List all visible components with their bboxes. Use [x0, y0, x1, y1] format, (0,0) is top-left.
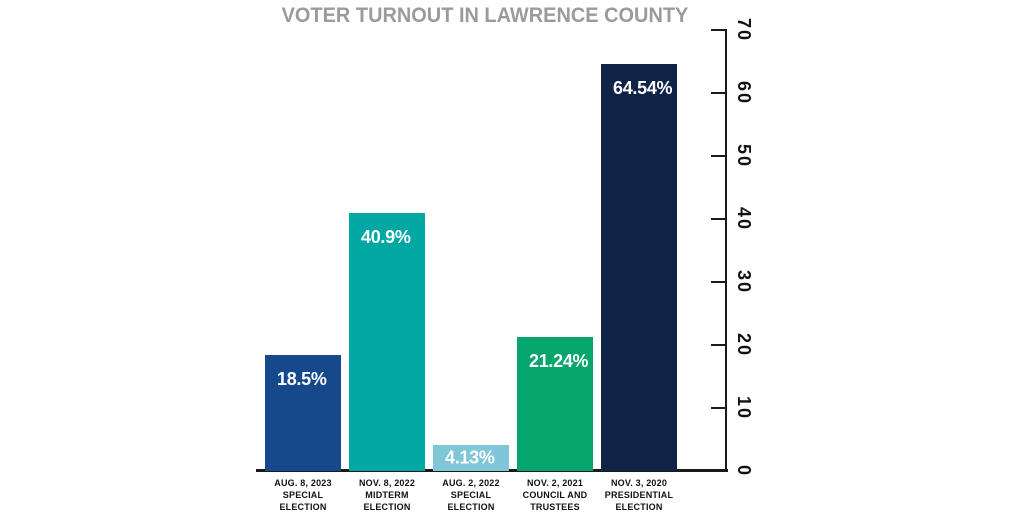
category-line: ELECTION: [279, 502, 327, 512]
y-axis-tick: [711, 344, 726, 346]
y-axis-tick-label: 0: [734, 464, 754, 478]
y-axis-tick: [711, 281, 726, 283]
category-line: TRUSTEES: [530, 502, 580, 512]
bar-value-label: 4.13%: [445, 447, 495, 468]
y-axis-tick-label: 50: [734, 143, 754, 169]
bar-group-nov-2-2021: 21.24% NOV. 2, 2021 COUNCIL AND TRUSTEES: [517, 0, 593, 522]
category-line: ELECTION: [615, 502, 663, 512]
bar-value-label: 21.24%: [529, 351, 589, 372]
category-line: AUG. 8, 2023: [274, 478, 332, 488]
category-line: COUNCIL AND: [522, 490, 588, 500]
y-axis-tick: [711, 155, 726, 157]
category-label-nov-2-2021: NOV. 2, 2021 COUNCIL AND TRUSTEES: [499, 477, 611, 513]
bar-group-nov-8-2022: 40.9% NOV. 8, 2022 MIDTERM ELECTION: [349, 0, 425, 522]
category-line: NOV. 2, 2021: [526, 478, 584, 488]
bar-nov-2-2021-council: 21.24%: [517, 337, 593, 471]
y-axis-tick-label: 10: [734, 395, 754, 421]
category-line: NOV. 8, 2022: [358, 478, 416, 488]
y-axis-line: [725, 29, 727, 472]
y-axis-tick-label: 20: [734, 332, 754, 358]
bar-value-label: 18.5%: [277, 368, 327, 389]
y-axis-tick: [711, 218, 726, 220]
category-label-nov-8-2022: NOV. 8, 2022 MIDTERM ELECTION: [331, 477, 443, 513]
category-line: MIDTERM: [365, 490, 409, 500]
bar-group-aug-8-2023: 18.5% AUG. 8, 2023 SPECIAL ELECTION: [265, 0, 341, 522]
chart-title: VOTER TURNOUT IN LAWRENCE COUNTY: [281, 4, 689, 27]
bar-group-aug-2-2022: 4.13% AUG. 2, 2022 SPECIAL ELECTION: [433, 0, 509, 522]
y-axis-tick-label: 60: [734, 80, 754, 106]
y-axis-tick-label: 40: [734, 206, 754, 232]
bar-aug-8-2023-special: 18.5%: [265, 354, 341, 471]
bar-nov-3-2020-presidential: 64.54%: [601, 64, 677, 471]
category-label-aug-8-2023: AUG. 8, 2023 SPECIAL ELECTION: [247, 477, 359, 513]
y-axis-tick: [711, 92, 726, 94]
bar-aug-2-2022-special: 4.13%: [433, 445, 509, 471]
category-line: ELECTION: [447, 502, 495, 512]
category-line: AUG. 2, 2022: [442, 478, 500, 488]
category-line: NOV. 3, 2020: [610, 478, 668, 488]
category-line: SPECIAL: [282, 490, 324, 500]
bar-nov-8-2022-midterm: 40.9%: [349, 213, 425, 471]
category-label-nov-3-2020: NOV. 3, 2020 PRESIDENTIAL ELECTION: [583, 477, 695, 513]
y-axis-tick: [711, 29, 726, 31]
bar-group-nov-3-2020: 64.54% NOV. 3, 2020 PRESIDENTIAL ELECTIO…: [601, 0, 677, 522]
category-line: PRESIDENTIAL: [604, 490, 674, 500]
y-axis-tick: [711, 470, 726, 472]
bar-value-label: 40.9%: [361, 227, 411, 248]
category-line: SPECIAL: [450, 490, 492, 500]
y-axis-tick: [711, 407, 726, 409]
category-line: ELECTION: [363, 502, 411, 512]
y-axis-tick-label: 70: [734, 17, 754, 43]
category-label-aug-2-2022: AUG. 2, 2022 SPECIAL ELECTION: [415, 477, 527, 513]
y-axis-tick-label: 30: [734, 269, 754, 295]
bar-value-label: 64.54%: [613, 78, 673, 99]
